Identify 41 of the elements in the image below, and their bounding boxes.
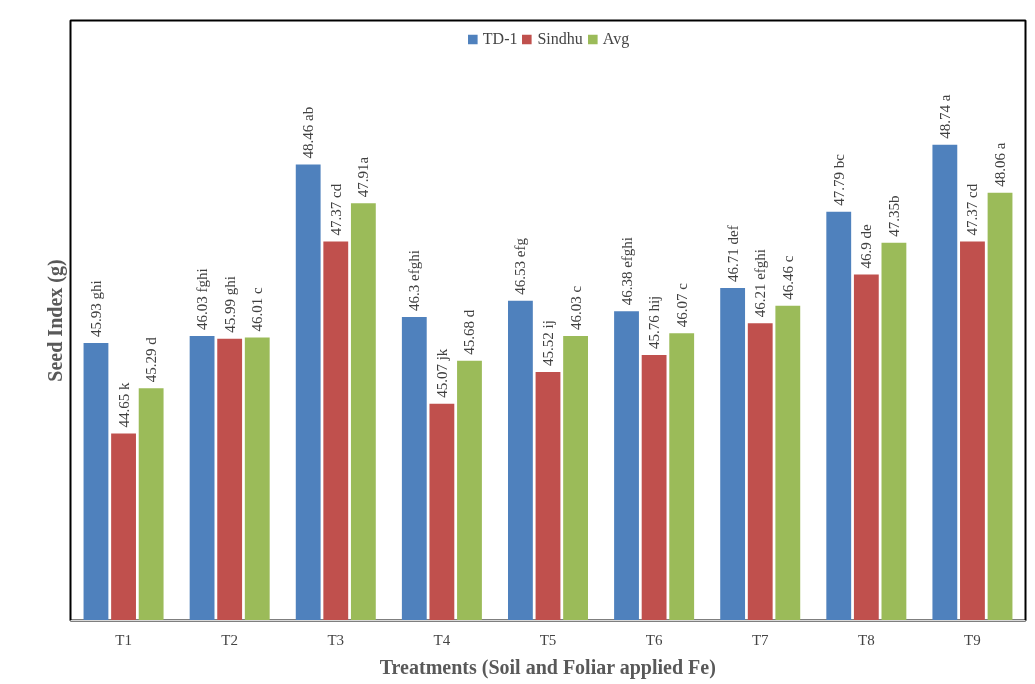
x-tick-label: T2 — [221, 631, 239, 648]
x-tick-label: T5 — [539, 631, 557, 648]
data-label: 45.99 ghi — [221, 276, 238, 333]
data-label: 46.9 de — [858, 224, 875, 269]
x-tick-label: T1 — [115, 631, 132, 648]
x-axis-title: Treatments (Soil and Foliar applied Fe) — [379, 655, 716, 679]
data-label: 46.01 c — [249, 286, 266, 332]
data-label: 45.68 d — [461, 309, 478, 355]
data-label: 45.93 ghi — [87, 280, 104, 338]
data-label: 45.07 jk — [433, 348, 450, 398]
data-label: 47.37 cd — [327, 183, 344, 236]
x-tick-label: T8 — [858, 631, 875, 648]
x-tick-label: T7 — [751, 631, 770, 648]
data-label: 48.06 a — [992, 142, 1009, 187]
x-tick-label: T3 — [327, 631, 345, 648]
x-tick-label: T6 — [645, 631, 663, 648]
data-label: 45.76 hij — [646, 295, 663, 350]
legend-label: Avg — [602, 30, 630, 48]
data-label: 46.46 c — [779, 255, 796, 300]
data-label: 46.03 fghi — [194, 268, 211, 331]
data-label: 45.52 ij — [540, 320, 556, 367]
data-label: 46.03 c — [567, 285, 584, 331]
y-axis-title: Seed Index (g) — [43, 259, 67, 382]
x-tick-label: T9 — [964, 631, 981, 648]
data-label: 48.46 ab — [300, 106, 317, 159]
data-label: 47.79 bc — [830, 153, 847, 206]
x-tick-label: T4 — [433, 631, 451, 648]
data-label: 46.3 efghi — [406, 250, 423, 311]
data-label: 44.65 k — [115, 381, 132, 428]
data-label: 46.53 efg — [512, 237, 529, 295]
data-label: 47.35b — [885, 195, 902, 237]
data-label: 46.21 efghi — [752, 249, 769, 318]
data-label: 47.37 cd — [964, 183, 981, 236]
data-label: 46.07 c — [673, 282, 690, 328]
data-label: 46.71 def — [724, 225, 741, 283]
data-label: 48.74 a — [936, 94, 953, 139]
legend-label: TD-1 — [482, 30, 518, 48]
legend-label: Sindhu — [537, 30, 583, 48]
data-label: 46.38 efghi — [618, 237, 635, 306]
data-label: 45.29 d — [143, 336, 160, 383]
data-label: 47.91a — [355, 156, 372, 198]
